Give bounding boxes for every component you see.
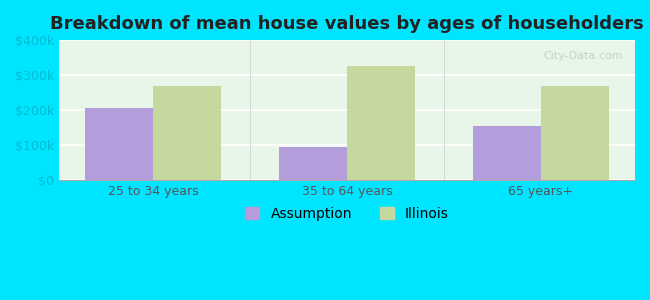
Title: Breakdown of mean house values by ages of householders: Breakdown of mean house values by ages o…	[50, 15, 644, 33]
Legend: Assumption, Illinois: Assumption, Illinois	[240, 201, 454, 226]
Bar	[153, 85, 221, 180]
Bar	[473, 126, 541, 180]
Text: City-Data.com: City-Data.com	[544, 51, 623, 61]
Bar	[347, 66, 415, 180]
Bar	[541, 86, 609, 180]
Bar	[279, 147, 347, 180]
Bar	[85, 108, 153, 180]
